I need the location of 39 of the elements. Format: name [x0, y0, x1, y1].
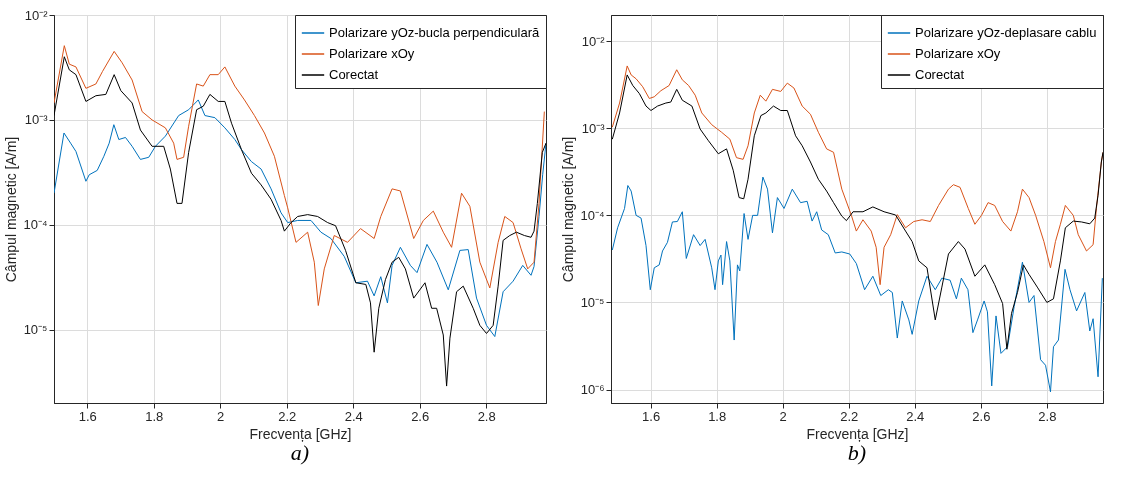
line-series — [54, 45, 545, 307]
y-tick-label: 10⁻⁵ — [23, 322, 48, 338]
x-tick-label: 1.8 — [708, 408, 727, 424]
line-series — [611, 176, 1103, 393]
y-tick-label: 10⁻⁴ — [580, 207, 605, 223]
x-tick-label: 2.2 — [840, 408, 859, 424]
y-tick-label: 10⁻³ — [24, 112, 49, 128]
x-tick-label: 2 — [779, 408, 787, 424]
legend-label: Polarizare xOy — [915, 46, 1001, 61]
x-tick-label: 2.2 — [278, 408, 297, 424]
legend-label: Corectat — [915, 67, 965, 82]
x-tick-label: 2.4 — [906, 408, 925, 424]
legend-label: Corectat — [329, 67, 379, 82]
y-tick-label: 10⁻⁵ — [580, 294, 605, 310]
x-tick-label: 2.6 — [972, 408, 991, 424]
y-tick-label: 10⁻³ — [581, 120, 606, 136]
x-axis-title: Frecvența [GHz] — [249, 425, 352, 442]
y-tick-label: 10⁻² — [24, 7, 49, 23]
x-tick-label: 1.6 — [78, 408, 97, 424]
x-tick-label: 2.6 — [411, 408, 430, 424]
x-tick-label: 2.4 — [344, 408, 363, 424]
legend-label: Polarizare yOz-deplasare cablu — [915, 25, 1097, 40]
text: b) — [847, 440, 867, 465]
line-series — [54, 99, 546, 338]
x-tick-label: 2.8 — [1038, 408, 1057, 424]
line-series — [611, 65, 1103, 286]
x-axis-title: Frecvența [GHz] — [806, 425, 909, 442]
x-tick-label: 2.8 — [477, 408, 496, 424]
y-tick-label: 10⁻² — [581, 33, 606, 49]
y-axis-title: Câmpul magnetic [A/m] — [560, 136, 577, 283]
y-tick-label: 10⁻⁴ — [23, 217, 48, 233]
y-axis-title: Câmpul magnetic [A/m] — [3, 136, 20, 283]
y-tick-label: 10⁻⁶ — [580, 382, 605, 398]
x-tick-label: 2 — [217, 408, 225, 424]
x-tick-label: 1.8 — [145, 408, 164, 424]
legend-label: Polarizare yOz-bucla perpendiculară — [329, 25, 541, 40]
text: a) — [290, 440, 310, 465]
x-tick-label: 1.6 — [642, 408, 661, 424]
legend-label: Polarizare xOy — [329, 46, 415, 61]
